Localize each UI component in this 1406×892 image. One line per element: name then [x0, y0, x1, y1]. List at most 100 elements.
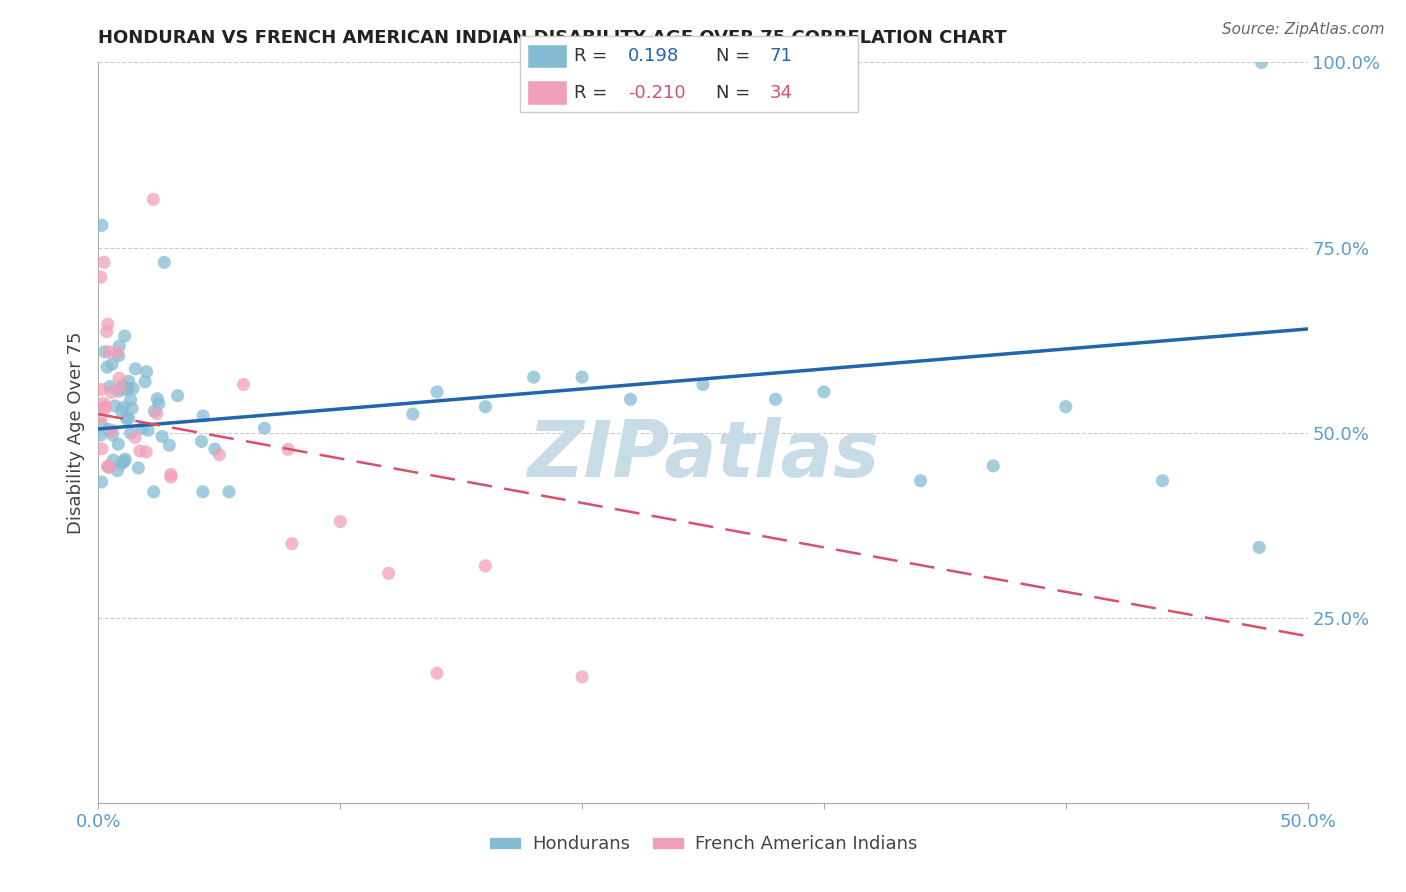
Point: [277, 442, 299, 457]
Point: [160, 470, 183, 484]
Point: [117, 411, 139, 425]
Point: [813, 384, 835, 399]
Point: [692, 377, 714, 392]
Point: [107, 384, 129, 398]
Point: [619, 392, 641, 407]
Point: [111, 457, 134, 471]
Point: [329, 515, 352, 529]
Legend: Hondurans, French American Indians: Hondurans, French American Indians: [481, 828, 925, 861]
Point: [1249, 541, 1271, 555]
Point: [97, 422, 120, 436]
Point: [101, 424, 124, 438]
Point: [90, 270, 112, 285]
Point: [253, 421, 276, 435]
FancyBboxPatch shape: [520, 36, 858, 112]
Point: [571, 670, 593, 684]
Point: [190, 434, 212, 449]
Text: R =: R =: [574, 84, 607, 102]
Point: [377, 566, 399, 581]
Point: [204, 442, 226, 456]
Point: [105, 345, 128, 359]
Point: [426, 666, 449, 681]
Text: R =: R =: [574, 47, 607, 65]
Point: [97, 460, 120, 475]
Point: [131, 421, 153, 435]
Point: [97, 317, 120, 331]
Point: [142, 193, 165, 207]
FancyBboxPatch shape: [527, 44, 568, 69]
Point: [121, 401, 143, 416]
Point: [111, 378, 134, 392]
Text: Source: ZipAtlas.com: Source: ZipAtlas.com: [1222, 22, 1385, 37]
Point: [98, 344, 121, 359]
Text: -0.210: -0.210: [628, 84, 686, 102]
Point: [100, 385, 122, 400]
Point: [90, 442, 112, 456]
Point: [765, 392, 787, 407]
Point: [114, 329, 136, 343]
Point: [157, 438, 180, 452]
Point: [96, 325, 118, 339]
Point: [981, 458, 1004, 473]
Point: [120, 425, 142, 440]
Point: [127, 461, 149, 475]
Point: [191, 484, 214, 499]
Point: [115, 412, 138, 426]
Point: [160, 467, 183, 482]
Point: [103, 453, 125, 467]
Point: [114, 454, 136, 468]
Point: [571, 370, 593, 384]
Point: [143, 404, 166, 418]
Point: [90, 219, 112, 233]
Point: [145, 407, 167, 421]
Point: [97, 459, 120, 474]
Point: [474, 400, 496, 414]
Point: [115, 383, 138, 397]
Point: [153, 255, 176, 269]
Point: [232, 377, 254, 392]
Point: [136, 423, 159, 437]
Point: [90, 417, 112, 432]
Point: [150, 429, 173, 443]
Point: [135, 365, 157, 379]
Point: [910, 474, 932, 488]
Point: [122, 382, 145, 396]
Point: [107, 437, 129, 451]
Point: [96, 360, 118, 375]
Point: [281, 536, 304, 550]
Point: [108, 339, 131, 353]
Point: [191, 409, 214, 423]
Point: [96, 459, 118, 474]
Point: [110, 381, 132, 395]
Point: [98, 379, 121, 393]
Point: [1250, 55, 1272, 70]
Point: [148, 397, 170, 411]
Point: [90, 383, 112, 397]
Point: [93, 344, 115, 359]
Text: 71: 71: [770, 47, 793, 65]
Point: [1054, 400, 1077, 414]
Point: [107, 349, 129, 363]
FancyBboxPatch shape: [527, 80, 568, 104]
Point: [208, 448, 231, 462]
Point: [93, 396, 115, 410]
Text: N =: N =: [716, 47, 751, 65]
Point: [166, 389, 188, 403]
Point: [118, 374, 141, 388]
Text: N =: N =: [716, 84, 751, 102]
Point: [104, 399, 127, 413]
Point: [90, 428, 112, 442]
Point: [114, 452, 136, 467]
Point: [105, 464, 128, 478]
Point: [128, 444, 150, 458]
Point: [1152, 474, 1174, 488]
Point: [93, 255, 115, 269]
Point: [101, 357, 124, 371]
Point: [90, 475, 112, 489]
Point: [523, 370, 546, 384]
Text: 34: 34: [770, 84, 793, 102]
Text: ZIPatlas: ZIPatlas: [527, 417, 879, 493]
Point: [90, 411, 112, 425]
Point: [426, 384, 449, 399]
Point: [474, 558, 496, 573]
